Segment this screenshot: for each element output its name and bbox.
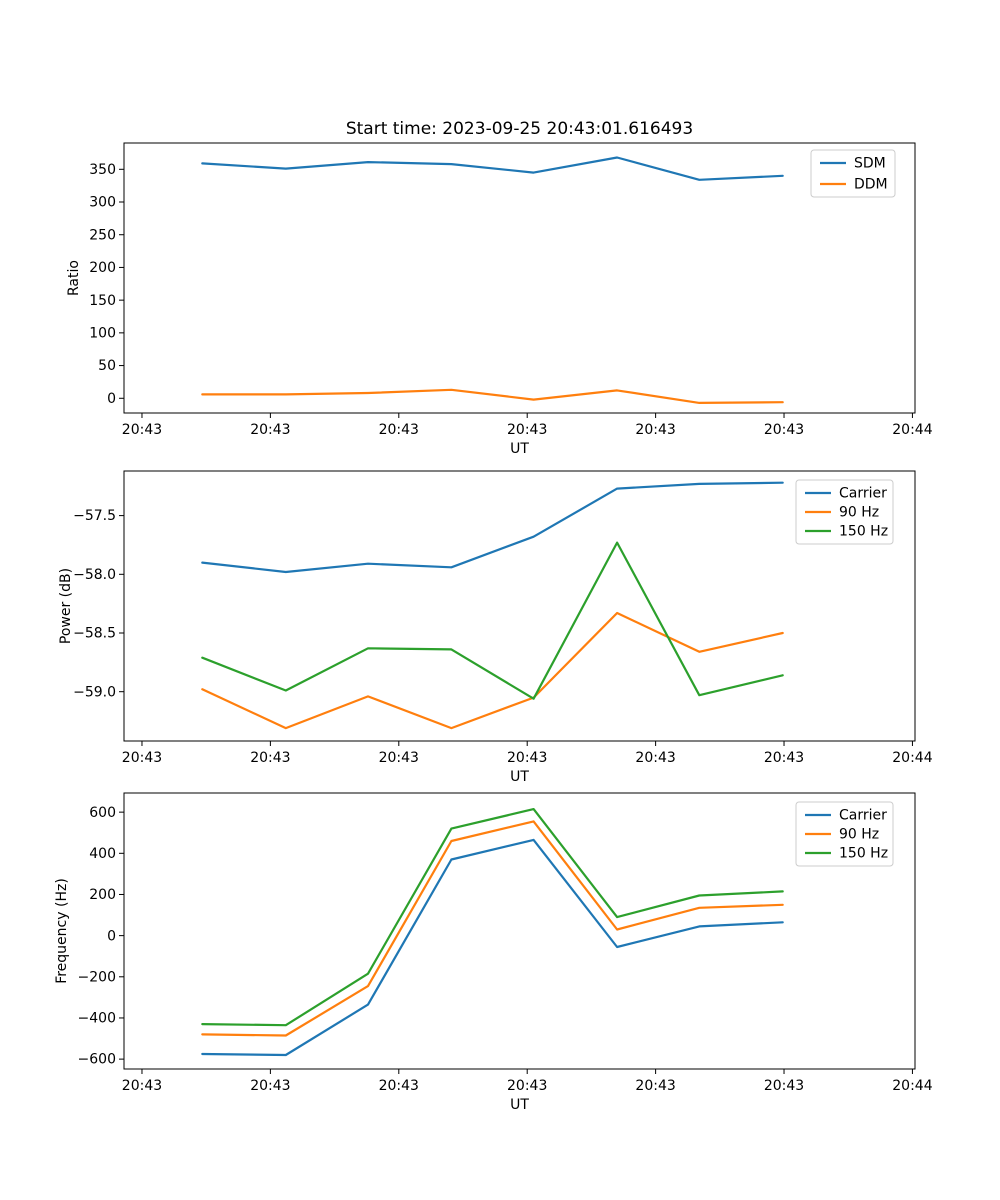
y-tick-label: −57.5 xyxy=(73,508,116,524)
plot-area-ax1 xyxy=(123,142,916,414)
legend-label: 90 Hz xyxy=(839,505,879,521)
x-axis-label: UT xyxy=(510,769,529,785)
y-tick-label: −58.5 xyxy=(73,626,116,642)
y-tick-label: 600 xyxy=(89,805,116,821)
legend-label: Carrier xyxy=(839,486,887,502)
x-tick-label: 20:43 xyxy=(635,750,675,766)
x-tick-label: 20:43 xyxy=(250,750,290,766)
y-tick-label: 0 xyxy=(107,928,116,944)
y-axis-label: Frequency (Hz) xyxy=(54,878,70,984)
x-tick-label: 20:43 xyxy=(250,1078,290,1094)
y-tick-label: 200 xyxy=(89,260,116,276)
x-tick-label: 20:43 xyxy=(250,422,290,438)
x-tick-label: 20:43 xyxy=(379,750,419,766)
legend-label: 150 Hz xyxy=(839,846,888,862)
x-tick-label: 20:43 xyxy=(635,1078,675,1094)
y-tick-label: 400 xyxy=(89,846,116,862)
legend-label: Carrier xyxy=(839,808,887,824)
x-tick-label: 20:43 xyxy=(764,422,804,438)
y-tick-label: 50 xyxy=(98,358,116,374)
x-tick-label: 20:43 xyxy=(507,1078,547,1094)
legend-box xyxy=(810,149,896,198)
x-axis-label: UT xyxy=(510,1097,529,1113)
y-tick-label: 100 xyxy=(89,325,116,341)
y-tick-label: 250 xyxy=(89,227,116,243)
x-tick-label: 20:43 xyxy=(764,750,804,766)
x-tick-label: 20:44 xyxy=(892,1078,932,1094)
legend-box xyxy=(795,479,894,545)
figure-title: Start time: 2023-09-25 20:43:01.616493 xyxy=(345,119,694,139)
x-tick-label: 20:43 xyxy=(507,750,547,766)
sdm-line xyxy=(201,156,784,181)
150-hz-line xyxy=(201,541,784,700)
legend-label: SDM xyxy=(854,156,886,172)
90-hz-line xyxy=(201,820,784,1037)
x-tick-label: 20:43 xyxy=(764,1078,804,1094)
y-axis-label: Ratio xyxy=(66,260,82,296)
x-tick-label: 20:43 xyxy=(507,422,547,438)
y-tick-label: −600 xyxy=(78,1052,116,1068)
y-tick-label: 200 xyxy=(89,887,116,903)
y-tick-label: 300 xyxy=(89,195,116,211)
x-axis-label: UT xyxy=(510,441,529,457)
y-tick-label: −400 xyxy=(78,1011,116,1027)
y-tick-label: −200 xyxy=(78,969,116,985)
y-tick-label: 0 xyxy=(107,391,116,407)
x-tick-label: 20:43 xyxy=(122,750,162,766)
x-tick-label: 20:44 xyxy=(892,422,932,438)
y-tick-label: −59.0 xyxy=(73,684,116,700)
carrier-line xyxy=(201,838,784,1057)
y-tick-label: −58.0 xyxy=(73,567,116,583)
legend-box xyxy=(795,801,894,867)
90-hz-line xyxy=(201,611,784,730)
x-tick-label: 20:43 xyxy=(122,1078,162,1094)
x-tick-label: 20:43 xyxy=(635,422,675,438)
x-tick-label: 20:43 xyxy=(379,422,419,438)
y-tick-label: 350 xyxy=(89,162,116,178)
legend-label: 90 Hz xyxy=(839,827,879,843)
x-tick-label: 20:44 xyxy=(892,750,932,766)
carrier-line xyxy=(201,481,784,574)
x-tick-label: 20:43 xyxy=(122,422,162,438)
ddm-line xyxy=(201,388,784,404)
y-axis-label: Power (dB) xyxy=(58,568,74,644)
y-tick-label: 150 xyxy=(89,293,116,309)
legend-label: 150 Hz xyxy=(839,524,888,540)
plot-area-ax2 xyxy=(123,470,916,742)
x-tick-label: 20:43 xyxy=(379,1078,419,1094)
plot-area-ax3 xyxy=(123,792,916,1070)
legend-label: DDM xyxy=(854,177,888,193)
150-hz-line xyxy=(201,807,784,1027)
